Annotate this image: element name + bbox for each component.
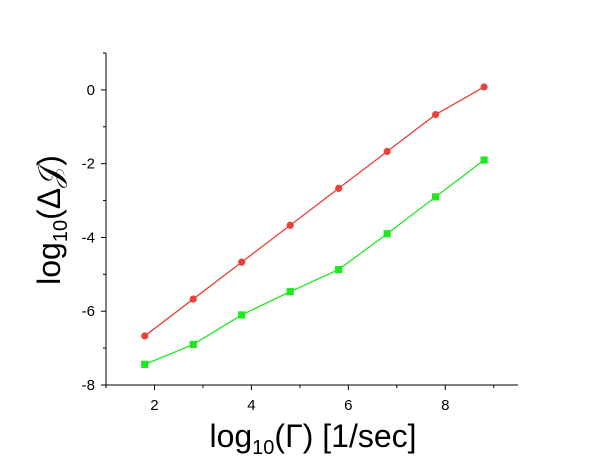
y-axis-title-main: log bbox=[31, 242, 67, 285]
series-2-point bbox=[335, 265, 343, 274]
x-axis-title-rest: (Γ) [1/sec] bbox=[274, 418, 416, 454]
series-1-point bbox=[141, 332, 149, 340]
series-1-point bbox=[432, 111, 440, 119]
y-tick-label: -8 bbox=[82, 377, 95, 394]
series-layer bbox=[141, 83, 488, 368]
series-2-point bbox=[141, 360, 149, 368]
series-2-point bbox=[383, 230, 391, 238]
series-2 bbox=[141, 156, 488, 368]
series-2-point bbox=[189, 340, 197, 349]
x-ticks: 2 4 6 8 bbox=[105, 385, 495, 414]
series-2-point bbox=[432, 193, 440, 201]
y-tick-label: -2 bbox=[82, 156, 95, 173]
y-tick-label: -4 bbox=[82, 229, 95, 246]
x-tick-label: 8 bbox=[441, 397, 449, 414]
series-1-point bbox=[480, 83, 488, 91]
x-axis-title-sub: 10 bbox=[252, 437, 274, 459]
series-1-point bbox=[286, 221, 294, 229]
series-1 bbox=[141, 83, 488, 340]
series-2-point bbox=[286, 288, 294, 296]
x-tick-label: 4 bbox=[247, 397, 255, 414]
series-2-point bbox=[238, 311, 246, 319]
y-tick-label: -6 bbox=[82, 303, 95, 320]
series-1-point bbox=[335, 184, 343, 192]
x-tick-label: 6 bbox=[344, 397, 352, 414]
series-2-point bbox=[480, 156, 488, 164]
series-1-point bbox=[383, 147, 391, 156]
y-axis-title-rest: (Δ𝒥) bbox=[31, 155, 67, 220]
series-1-point bbox=[189, 295, 197, 303]
series-1-point bbox=[238, 258, 246, 266]
y-axis-title: log10(Δ𝒥) bbox=[31, 155, 72, 285]
x-tick-label: 2 bbox=[150, 397, 158, 414]
series-1-line bbox=[144, 86, 485, 337]
y-tick-label: 0 bbox=[87, 82, 95, 99]
y-axis-title-sub: 10 bbox=[50, 220, 72, 242]
x-axis-title: log10(Γ) [1/sec] bbox=[209, 418, 416, 459]
x-axis-title-main: log bbox=[209, 418, 252, 454]
y-ticks: -8 -6 -4 -2 0 bbox=[82, 52, 106, 394]
series-2-line bbox=[144, 159, 485, 365]
axes bbox=[105, 53, 518, 386]
